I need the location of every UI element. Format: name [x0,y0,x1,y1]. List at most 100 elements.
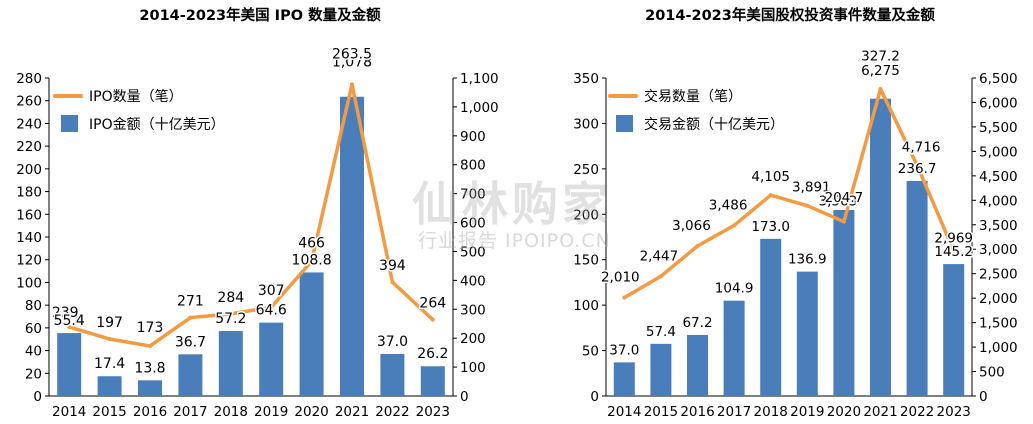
left-axis-tick-label: 260 [16,94,42,110]
line-point-2018 [228,311,233,316]
right-axis-tick-label: 400 [460,273,486,289]
bar-2022 [380,353,405,396]
bar-value-label: 13.8 [134,360,165,376]
right-axis-tick-label: 2,000 [979,291,1018,307]
bar-2016 [138,380,162,396]
left-axis-tick-label: 280 [16,71,42,87]
bar-value-label: 173.0 [751,219,790,235]
line-point-2017 [732,223,737,228]
chart-title: 2014-2023年美国 IPO 数量及金额 [139,6,381,24]
x-axis-tick-label: 2017 [173,404,207,420]
chart-equity-investment: 2014-2023年美国股权投资事件数量及金额 0 50 100 150 200 250 30… [573,6,1017,420]
x-axis-tick-label: 2022 [375,404,409,420]
line-value-label: 4,716 [902,139,941,155]
line-value-label: 6,275 [861,63,900,79]
right-axis-tick-label: 4,000 [979,193,1018,209]
line-value-label: 173 [137,320,164,336]
bar-value-label: 55.4 [54,313,85,329]
line-point-2023 [951,248,956,253]
line-point-2023 [430,317,435,322]
legend-label-line: 交易数量（笔） [644,88,742,105]
line-point-2019 [805,203,810,208]
bar-value-label: 37.0 [377,334,408,350]
right-axis-tick-label: 4,500 [979,169,1018,185]
right-axis-tick-label: 3,500 [979,218,1018,234]
line-value-label: 239 [52,305,79,321]
left-axis-tick-label: 0 [590,389,599,405]
line-value-label: 466 [298,235,325,251]
bar-2017 [178,354,203,396]
bar-value-label: 145.2 [934,244,973,260]
line-value-label: 307 [258,283,285,299]
right-axis-tick-label: 1,500 [979,316,1018,332]
left-axis-tick-label: 300 [573,116,599,132]
line-point-2021 [878,87,883,92]
right-axis-tick-label: 1,000 [460,100,499,116]
bar-value-label: 67.2 [682,315,712,331]
bar-value-label: 236.7 [898,161,937,177]
bar-value-label: 57.2 [215,311,246,327]
left-axis-tick-label: 150 [573,253,599,269]
line-value-label: 3,891 [792,180,831,196]
bar-value-label: 36.7 [175,334,206,350]
x-axis-tick-label: 2016 [133,404,167,420]
bar-value-label: 263.5 [332,47,372,63]
right-axis-tick-label: 0 [979,389,988,405]
right-axis-tick-label: 6,000 [979,95,1018,111]
right-axis-tick-label: 700 [460,187,486,203]
line-point-2014 [67,324,72,329]
bar-value-label: 26.2 [417,346,448,362]
line-value-label: 197 [96,315,123,331]
left-axis-tick-label: 0 [33,389,42,405]
x-axis-tick-label: 2017 [717,404,751,420]
line-value-label: 2,447 [640,248,679,264]
line-value-label: 394 [379,258,406,274]
line-point-2022 [915,163,920,168]
bar-2021 [870,98,891,397]
bar-value-label: 327.2 [861,49,900,65]
line-point-2019 [269,305,274,310]
legend-swatch-bar [616,115,633,132]
x-axis-tick-label: 2023 [937,404,971,420]
legend-label-line: IPO数量（笔） [89,89,183,105]
right-axis-tick-label: 900 [460,129,486,145]
line-point-2015 [658,274,663,279]
bar-2019 [259,322,284,396]
bar-2014 [57,333,82,396]
bar-2015 [97,376,122,396]
line-value-label: 2,010 [601,270,640,286]
right-axis-tick-label: 800 [460,158,486,174]
line-value-label: 2,969 [934,231,973,247]
line-point-2015 [107,337,112,342]
right-axis-tick-label: 500 [979,365,1005,381]
line-point-2016 [695,244,700,249]
bar-2022 [906,180,928,396]
left-axis-tick-label: 40 [25,344,42,360]
right-axis-tick-label: 1,000 [979,340,1018,356]
left-axis-tick-label: 120 [16,253,42,269]
right-axis-tick-label: 5,500 [979,120,1018,136]
line-point-2016 [148,343,152,348]
line-point-2020 [309,259,314,264]
line-series [67,82,435,348]
bar-2023 [943,264,965,396]
x-axis-tick-label: 2020 [294,404,328,420]
line-value-label: 3,486 [709,197,748,213]
x-axis-tick-label: 2015 [644,404,678,420]
bar-value-label: 104.9 [715,281,754,297]
line-value-label: 284 [217,290,244,306]
left-axis-tick-label: 80 [25,298,42,314]
line-point-2018 [768,193,773,198]
left-axis-tick-label: 200 [573,207,599,223]
bar-2020 [833,210,855,396]
x-axis-tick-label: 2018 [754,404,788,420]
line-value-label: 271 [177,294,204,310]
right-axis-tick-label: 600 [460,216,486,232]
x-axis-tick-label: 2020 [827,404,861,420]
bar-value-label: 108.8 [292,252,332,268]
right-axis-tick-label: 300 [460,302,486,318]
line-series [622,87,956,300]
bar-2018 [218,331,243,396]
legend-swatch-bar [61,115,78,132]
